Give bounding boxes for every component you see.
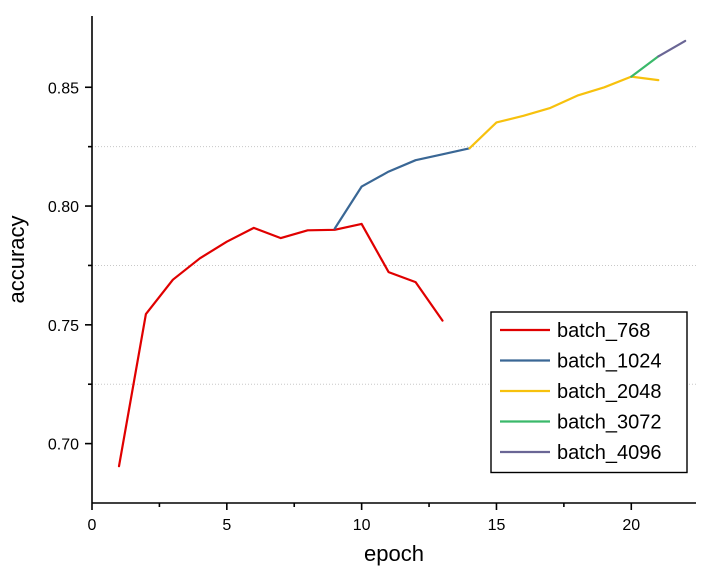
x-tick-label: 0 — [88, 517, 97, 534]
axes-layer — [91, 16, 696, 504]
series-line-batch-1024 — [333, 147, 471, 230]
x-tick-label: 5 — [222, 517, 231, 534]
x-tick-label: 20 — [622, 517, 640, 534]
x-tick-label: 15 — [488, 517, 506, 534]
y-tick-label: 0.85 — [48, 80, 79, 97]
ticks-layer: 0 5 10 15 20 0.70 0.75 0.80 0.85 — [48, 80, 640, 534]
series-line-batch-3072 — [630, 55, 660, 78]
series-line-batch-768 — [117, 222, 444, 468]
y-tick-label: 0.70 — [48, 437, 79, 454]
x-axis-title: epoch — [364, 541, 424, 566]
series-line-batch-4096 — [657, 39, 687, 58]
legend-frame — [490, 311, 688, 474]
legend-label-batch-768: batch_768 — [557, 320, 650, 342]
legend-label-batch-4096: batch_4096 — [557, 442, 662, 464]
series-layer — [117, 39, 687, 468]
x-tick-label: 10 — [353, 517, 371, 534]
legend-label-batch-2048: batch_2048 — [557, 381, 662, 403]
series-line-batch-2048 — [468, 75, 660, 150]
legend: batch_768 batch_1024 batch_2048 batch_3072b… — [490, 311, 688, 474]
y-axis-title: accuracy — [4, 215, 29, 303]
y-tick-label: 0.80 — [48, 199, 79, 216]
y-tick-label: 0.75 — [48, 318, 79, 335]
legend-label-batch-3072: batch_3072 — [557, 412, 662, 434]
legend-label-batch-1024: batch_1024 — [557, 351, 662, 373]
